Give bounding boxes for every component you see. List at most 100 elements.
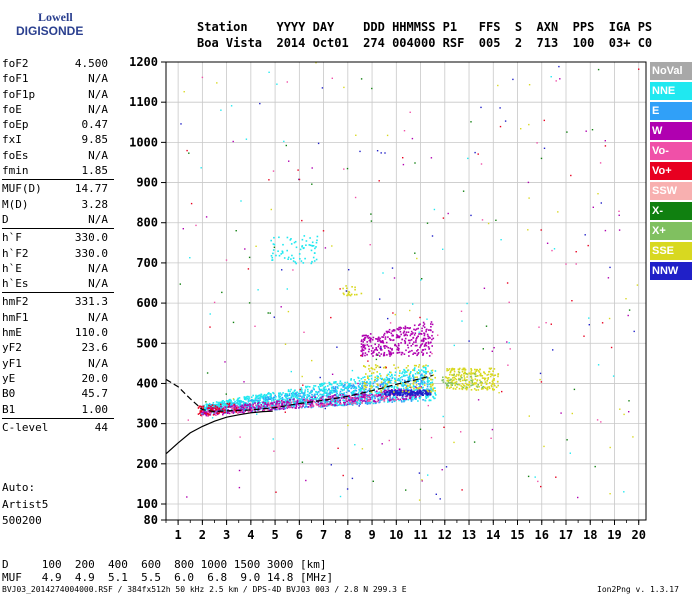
echo-point — [281, 396, 284, 399]
echo-point — [481, 375, 484, 377]
echo-point — [329, 382, 331, 385]
x-tick-label: 16 — [535, 528, 549, 542]
echo-point — [431, 369, 434, 372]
echo-point — [369, 398, 372, 401]
parameter-panel: foF2 4.500 foF1 N/A foF1p N/A foE N/A foEp 0.47 fx… — [2, 56, 114, 435]
echo-point — [255, 406, 258, 409]
noise-point — [389, 322, 392, 324]
echo-point — [346, 381, 349, 384]
param-value: 1.85 — [81, 164, 109, 178]
noise-point — [460, 310, 463, 312]
noise-point — [200, 167, 202, 169]
echo-point — [397, 329, 400, 331]
echo-point — [472, 379, 474, 381]
echo-point — [361, 398, 363, 401]
echo-point — [288, 397, 290, 400]
echo-point — [381, 336, 383, 338]
echo-point — [453, 374, 455, 376]
echo-point — [470, 377, 473, 379]
echo-point — [361, 348, 363, 350]
echo-point — [380, 393, 383, 396]
echo-point — [468, 383, 471, 386]
echo-point — [426, 394, 429, 396]
echo-point — [213, 413, 216, 415]
echo-point — [417, 393, 420, 395]
echo-point — [466, 373, 469, 376]
echo-point — [427, 396, 429, 398]
echo-point — [395, 390, 398, 393]
echo-point — [418, 369, 420, 371]
echo-point — [417, 389, 419, 391]
echo-point — [476, 368, 479, 371]
echo-point — [369, 370, 371, 372]
echo-point — [449, 373, 451, 376]
echo-point — [475, 385, 478, 387]
echo-point — [383, 389, 386, 392]
echo-point — [347, 387, 350, 389]
echo-point — [396, 352, 399, 354]
noise-point — [330, 316, 332, 319]
x-tick-label: 15 — [510, 528, 524, 542]
noise-point — [607, 277, 610, 279]
echo-point — [276, 408, 278, 411]
echo-point — [406, 371, 408, 373]
echo-point — [405, 349, 407, 352]
echo-point — [280, 394, 282, 396]
echo-point — [270, 402, 273, 404]
echo-point — [391, 391, 393, 393]
echo-point — [402, 384, 404, 386]
echo-point — [293, 399, 295, 402]
echo-point — [405, 398, 407, 400]
echo-point — [331, 399, 333, 402]
param-row: foF1 N/A — [2, 71, 114, 86]
echo-point — [472, 372, 474, 375]
echo-point — [400, 390, 403, 393]
echo-point — [236, 405, 238, 407]
echo-point — [457, 374, 460, 377]
echo-point — [486, 386, 489, 389]
echo-point — [422, 386, 424, 389]
echo-point — [281, 251, 284, 253]
echo-point — [321, 396, 324, 398]
echo-point — [245, 403, 247, 406]
echo-point — [343, 393, 345, 395]
noise-point — [385, 366, 387, 369]
noise-point — [566, 439, 568, 441]
echo-point — [285, 403, 288, 406]
echo-point — [386, 383, 389, 385]
echo-point — [329, 395, 331, 398]
echo-point — [325, 388, 327, 391]
echo-point — [462, 367, 465, 370]
echo-point — [430, 385, 432, 388]
noise-point — [604, 229, 607, 232]
noise-point — [557, 211, 559, 213]
echo-point — [268, 408, 270, 410]
echo-point — [232, 405, 235, 408]
echo-point — [424, 367, 427, 369]
noise-point — [628, 411, 630, 413]
muf-table-values: MUF 4.9 4.9 5.1 5.5 6.0 6.8 9.0 14.8 [MH… — [2, 571, 334, 584]
echo-point — [248, 395, 250, 398]
echo-point — [219, 401, 222, 404]
echo-point — [427, 392, 430, 394]
echo-point — [256, 399, 258, 401]
echo-point — [362, 345, 365, 347]
noise-point — [402, 157, 404, 159]
echo-point — [324, 400, 327, 403]
echo-point — [362, 341, 364, 343]
echo-point — [392, 329, 395, 331]
echo-point — [389, 375, 392, 378]
echo-point — [241, 401, 243, 403]
echo-point — [204, 407, 207, 410]
echo-point — [375, 386, 377, 388]
echo-point — [364, 395, 367, 398]
echo-point — [425, 395, 427, 397]
echo-point — [374, 394, 376, 397]
noise-point — [220, 109, 222, 111]
echo-point — [385, 341, 388, 344]
footer-version: Ion2Png v. 1.3.17 — [597, 585, 679, 594]
echo-point — [286, 398, 288, 400]
echo-point — [397, 346, 399, 349]
echo-point — [497, 375, 499, 378]
noise-point — [331, 77, 333, 79]
